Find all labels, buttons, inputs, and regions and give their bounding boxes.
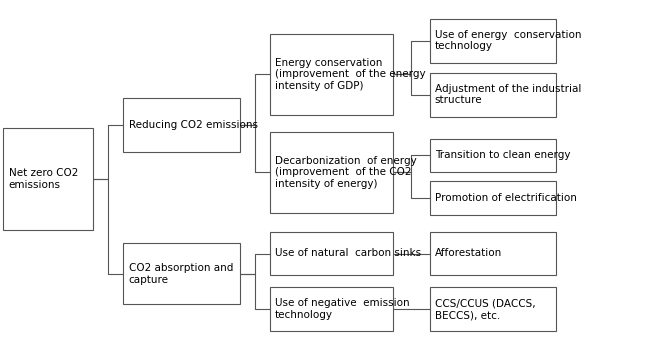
- FancyBboxPatch shape: [123, 98, 240, 152]
- FancyBboxPatch shape: [123, 243, 240, 304]
- Text: Use of natural  carbon sinks: Use of natural carbon sinks: [275, 248, 421, 259]
- FancyBboxPatch shape: [270, 34, 393, 115]
- FancyBboxPatch shape: [430, 232, 556, 275]
- Text: Adjustment of the industrial
structure: Adjustment of the industrial structure: [435, 84, 581, 105]
- Text: Transition to clean energy: Transition to clean energy: [435, 150, 570, 161]
- Text: Reducing CO2 emissions: Reducing CO2 emissions: [129, 120, 258, 130]
- FancyBboxPatch shape: [430, 19, 556, 63]
- FancyBboxPatch shape: [430, 287, 556, 331]
- Text: Decarbonization  of energy
(improvement  of the CO2
intensity of energy): Decarbonization of energy (improvement o…: [275, 156, 417, 189]
- FancyBboxPatch shape: [430, 139, 556, 172]
- FancyBboxPatch shape: [3, 128, 93, 230]
- FancyBboxPatch shape: [430, 73, 556, 117]
- Text: Afforestation: Afforestation: [435, 248, 502, 259]
- Text: CO2 absorption and
capture: CO2 absorption and capture: [129, 263, 233, 285]
- Text: Use of negative  emission
technology: Use of negative emission technology: [275, 298, 410, 320]
- Text: CCS/CCUS (DACCS,
BECCS), etc.: CCS/CCUS (DACCS, BECCS), etc.: [435, 298, 535, 320]
- Text: Use of energy  conservation
technology: Use of energy conservation technology: [435, 30, 581, 51]
- FancyBboxPatch shape: [270, 232, 393, 275]
- Text: Energy conservation
(improvement  of the energy
intensity of GDP): Energy conservation (improvement of the …: [275, 58, 426, 91]
- FancyBboxPatch shape: [430, 181, 556, 215]
- FancyBboxPatch shape: [270, 132, 393, 213]
- Text: Net zero CO2
emissions: Net zero CO2 emissions: [9, 168, 78, 190]
- Text: Promotion of electrification: Promotion of electrification: [435, 193, 577, 203]
- FancyBboxPatch shape: [270, 287, 393, 331]
